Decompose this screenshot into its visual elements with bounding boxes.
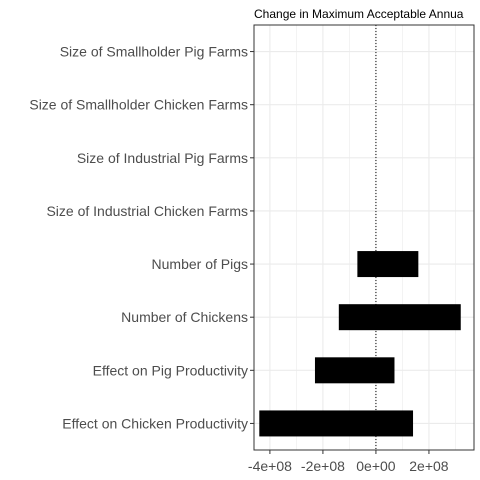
panel-background [254, 25, 474, 450]
y-tick-label: Size of Industrial Pig Farms [77, 150, 248, 166]
y-tick-label: Effect on Chicken Productivity [62, 415, 248, 431]
panel-border [253, 24, 475, 451]
y-tick-label: Size of Industrial Chicken Farms [46, 203, 248, 219]
range-bar [259, 410, 414, 437]
y-tick-label: Effect on Pig Productivity [93, 362, 248, 378]
x-tick-label: -2e+08 [301, 458, 345, 474]
y-tick-label: Size of Smallholder Chicken Farms [29, 97, 248, 113]
range-bar [357, 251, 419, 278]
y-tick-label: Number of Pigs [152, 256, 248, 272]
x-tick-label: -4e+08 [248, 458, 292, 474]
chart-title: Change in Maximum Acceptable Annua [254, 7, 464, 21]
range-bar [314, 357, 395, 384]
y-tick-label: Number of Chickens [121, 309, 248, 325]
x-tick-label: 0e+00 [356, 458, 396, 474]
range-bar [338, 304, 461, 331]
x-tick-label: 2e+08 [409, 458, 449, 474]
y-tick-label: Size of Smallholder Pig Farms [60, 44, 248, 60]
